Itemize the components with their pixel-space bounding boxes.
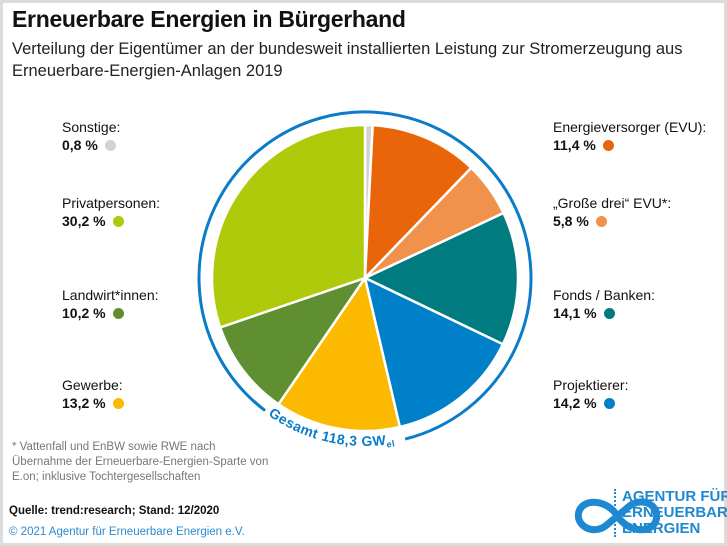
color-dot: [112, 216, 124, 227]
legend-label: Sonstige: 0,8 %: [62, 118, 120, 154]
legend-label: Energieversorger (EVU): 11,4 %: [553, 118, 706, 154]
legend-label: Privatpersonen: 30,2 %: [62, 194, 160, 230]
legend-label: „Große drei“ EVU*: 5,8 %: [553, 194, 671, 230]
copyright: © 2021 Agentur für Erneuerbare Energien …: [9, 526, 245, 538]
slice-name: Gewerbe:: [62, 377, 123, 393]
total-ring: [197, 110, 533, 441]
logo-line: AGENTUR FÜR: [622, 488, 727, 505]
chart-subtitle: Verteilung der Eigentümer an der bundesw…: [12, 40, 683, 80]
pie-slice: [276, 274, 402, 433]
color-dot: [603, 398, 615, 409]
infinity-icon: [574, 498, 661, 534]
slice-value: 14,1 %: [553, 305, 597, 321]
legend-label: Fonds / Banken: 14,1 %: [553, 286, 655, 322]
slice-name: Fonds / Banken:: [553, 287, 655, 303]
slice-name: Landwirt*innen:: [62, 287, 159, 303]
slice-name: „Große drei“ EVU*:: [553, 195, 672, 211]
color-dot: [112, 398, 124, 409]
pie-slice: [210, 123, 367, 329]
source: Quelle: trend:research; Stand: 12/2020: [9, 505, 220, 517]
slice-value: 13,2 %: [62, 395, 106, 411]
slice-value: 14,2 %: [553, 395, 597, 411]
chart-title: Erneuerbare Energien in Bürgerhand: [12, 6, 406, 32]
pie-slice: [218, 275, 369, 406]
color-dot: [104, 140, 116, 151]
legend-label: Gewerbe: 13,2 %: [62, 376, 124, 412]
logo-line: ERNEUERBARE: [622, 504, 727, 521]
slice-value: 10,2 %: [62, 305, 106, 321]
legend-label: Projektierer: 14,2 %: [553, 376, 628, 412]
slice-value: 30,2 %: [62, 213, 106, 229]
slice-name: Projektierer:: [553, 377, 629, 393]
footnote: * Vattenfall und EnBW sowie RWE nach Übe…: [12, 441, 269, 483]
slice-value: 5,8 %: [553, 213, 589, 229]
pie-slice: [363, 123, 473, 282]
color-dot: [595, 216, 607, 227]
logo-text: AGENTUR FÜR ERNEUERBARE ENERGIEN: [614, 489, 727, 537]
color-dot: [112, 308, 124, 319]
legend-label: Landwirt*innen: 10,2 %: [62, 286, 159, 322]
slice-name: Sonstige:: [62, 119, 121, 135]
color-dot: [603, 308, 615, 319]
color-dot: [602, 140, 614, 151]
logo-line: ENERGIEN: [622, 520, 701, 537]
slice-value: 0,8 %: [62, 137, 98, 153]
pie-slice: [363, 275, 505, 429]
slice-name: Privatpersonen:: [62, 195, 161, 211]
slice-value: 11,4 %: [553, 137, 596, 153]
pie-slice: [362, 211, 520, 346]
slice-name: Energieversorger (EVU):: [553, 119, 707, 135]
